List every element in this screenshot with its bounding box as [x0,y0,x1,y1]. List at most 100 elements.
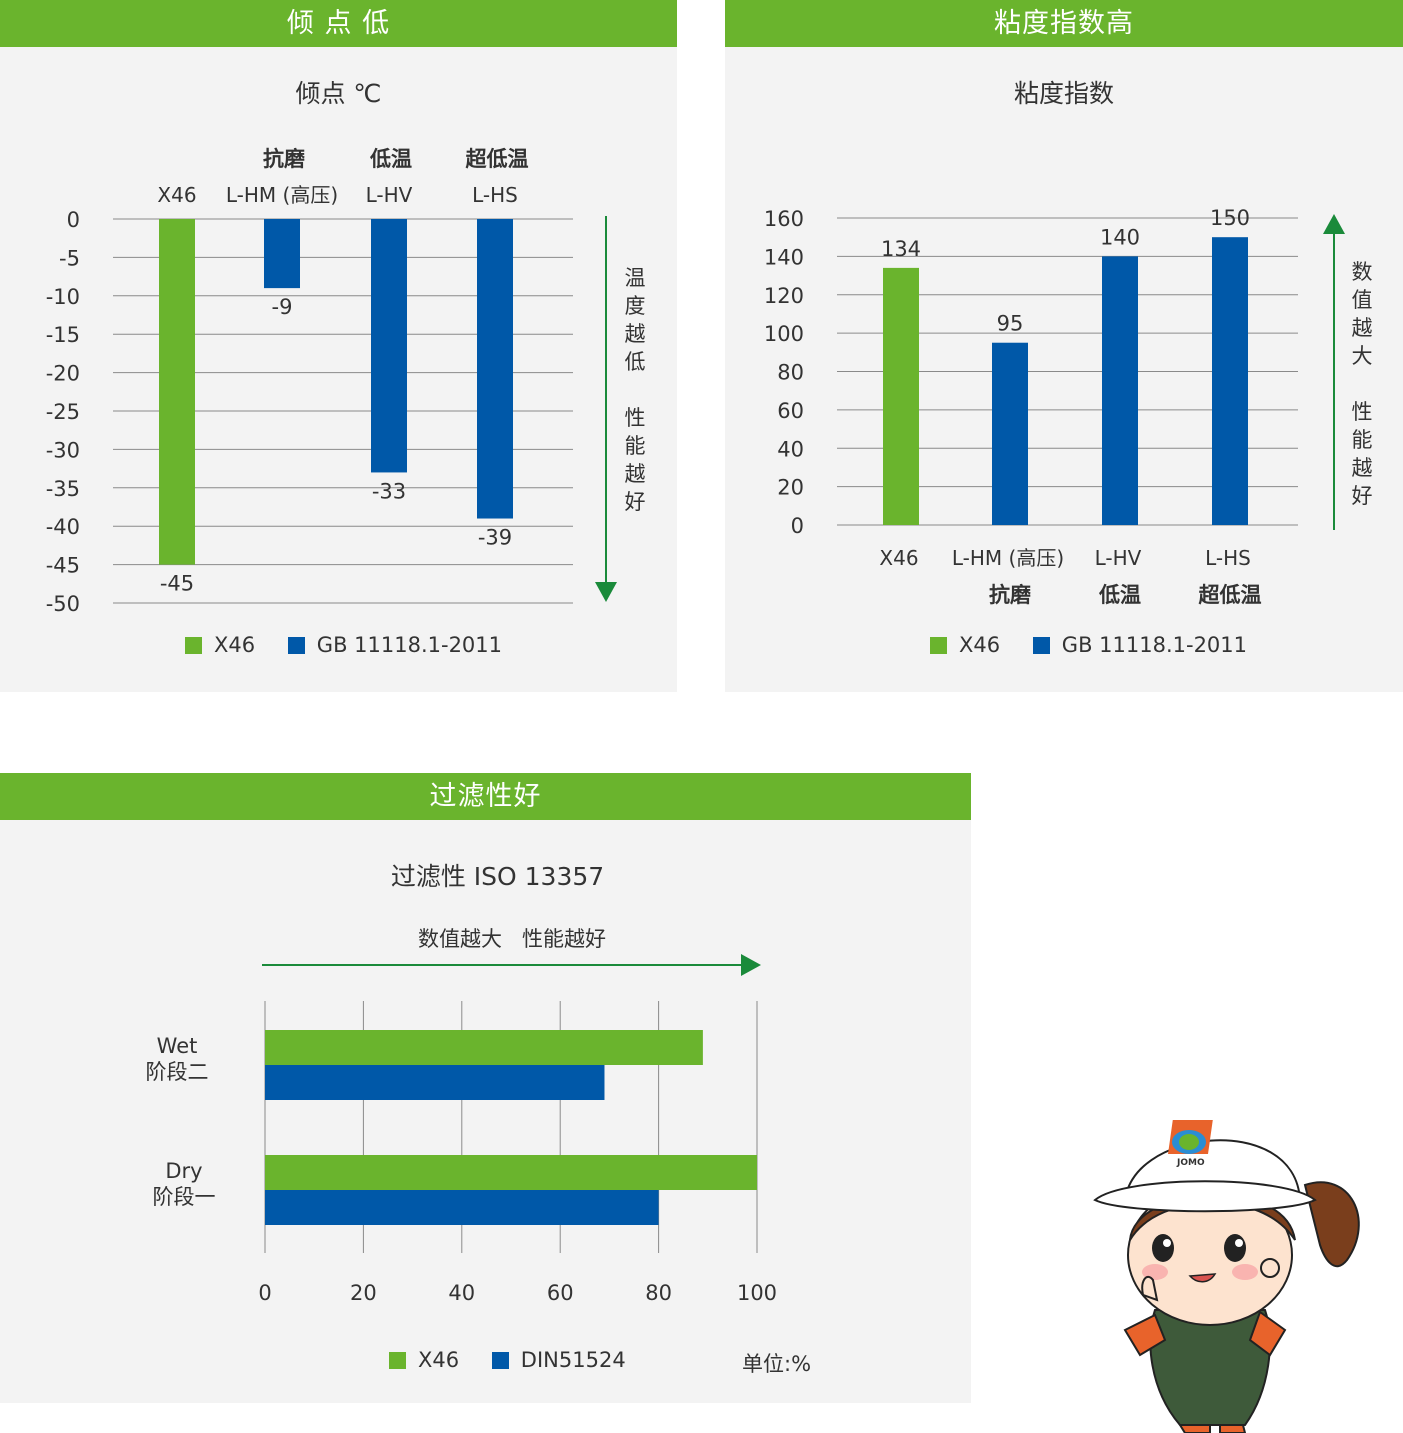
bar [992,342,1028,525]
viscosity-index-panel: 粘度指数高 粘度指数 0 20 40 60 80 100 120 140 160 134 X46 95… [725,0,1403,692]
direction-arrow-head [595,582,617,602]
pour-point-annotation: 温度越低性能越好 [620,264,650,516]
legend-label: X46 [959,633,1001,657]
filterability-header: 过滤性好 [0,773,971,820]
annotation-char: 好 [624,490,646,514]
category-label: Dry 阶段一 [153,1159,216,1209]
y-tick-label: 120 [764,284,804,308]
x-tick-label: 20 [350,1281,377,1305]
y-tick-label: 160 [764,207,804,231]
filterability-legend: X46 DIN51524 [389,1348,652,1372]
viscosity-index-title: 粘度指数 [1013,79,1114,108]
direction-arrow-head [741,954,761,976]
y-tick-label: -20 [46,362,80,386]
viscosity-index-chart: 0 20 40 60 80 100 120 140 160 134 X46 95 L-HM (高压) 抗磨… [764,206,1345,607]
filterability-title: 过滤性 ISO 13357 [390,862,605,891]
category-label: Wet 阶段二 [146,1034,209,1084]
data-label: 140 [1100,225,1140,249]
y-tick-label: 0 [67,208,80,232]
legend-label: DIN51524 [520,1348,626,1372]
category-label: L-HS [472,183,518,207]
legend-label: GB 11118.1-2011 [316,633,503,657]
annotation-char: 好 [1351,484,1373,508]
viscosity-index-legend: X46 GB 11118.1-2011 [930,633,1273,657]
annotation-char: 性 [1351,400,1373,424]
bar [264,219,300,289]
viscosity-index-annotation: 数值越大性能越好 [1347,258,1377,510]
bar [1102,256,1138,525]
pour-point-chart: 0 -5 -10 -15 -20 -25 -30 -35 -40 -45 -50 -45 X46 -9 L-… [46,147,617,616]
legend-item-x46: X46 [185,633,255,657]
category-label: X46 [879,546,918,570]
category-sublabel: 抗磨 [263,147,305,171]
data-label: -33 [372,479,406,503]
category-label-line: 阶段二 [146,1060,209,1084]
data-label: -39 [478,526,512,550]
x-tick-label: 40 [448,1281,475,1305]
bar [265,1065,605,1100]
y-tick-label: -25 [46,400,80,424]
category-sublabel: 超低温 [466,147,529,171]
pour-point-panel: 倾 点 低 倾点 ℃ 0 -5 -10 -15 -20 -25 -30 -35 -40 -45 -5… [0,0,677,692]
annotation-char: 大 [1351,344,1373,368]
legend-swatch-green [389,1352,406,1369]
annotation-char: 数 [1351,260,1373,284]
x-tick-label: 80 [645,1281,672,1305]
category-label-line: Dry [165,1159,202,1183]
legend-label: X46 [418,1348,460,1372]
pour-point-legend: X46 GB 11118.1-2011 [185,633,528,657]
direction-arrow-head [1323,214,1345,234]
category-label-line: Wet [157,1034,198,1058]
bar [159,219,195,565]
legend-swatch-green [930,637,947,654]
annotation-char: 性 [624,406,646,430]
y-tick-label: 20 [777,476,804,500]
bar [883,267,919,525]
legend-swatch-blue [491,1352,509,1369]
y-tick-label: 100 [764,322,804,346]
category-label: L-HV [366,183,413,207]
annotation-char: 越 [624,462,646,486]
legend-item-din: DIN51524 [491,1348,626,1372]
category-sublabel: 低温 [1098,583,1141,607]
annotation-char: 度 [624,294,646,318]
annotation-char: 值 [1351,288,1373,312]
filterability-arrow-label: 数值越大 性能越好 [417,927,607,951]
y-tick-label: -35 [46,477,80,501]
annotation-char: 越 [1351,316,1373,340]
legend-label: X46 [214,633,256,657]
y-tick-label: -50 [46,592,80,616]
data-label: -9 [272,295,293,319]
filterability-chart: 0 20 40 60 80 100 Wet 阶段二 Dry 阶段一 [146,954,777,1305]
annotation-char: 低 [624,350,646,374]
annotation-char: 能 [624,434,646,458]
mascot-illustration: JOMO [1093,1120,1360,1433]
y-tick-label: -15 [46,323,80,347]
annotation-char: 温 [624,266,646,290]
y-tick-label: -10 [46,285,80,309]
unit-label: 单位:% [742,1352,812,1376]
y-tick-label: -30 [46,438,80,462]
legend-label: GB 11118.1-2011 [1061,633,1248,657]
legend-swatch-blue [287,637,305,654]
annotation-char: 能 [1351,428,1373,452]
category-sublabel: 低温 [369,147,412,171]
bar [477,219,513,519]
x-tick-label: 60 [547,1281,574,1305]
pour-point-title: 倾点 ℃ [295,79,382,108]
legend-item-x46: X46 [930,633,1000,657]
annotation-char: 越 [1351,456,1373,480]
category-label: L-HS [1205,546,1251,570]
category-label-line: 阶段一 [153,1185,216,1209]
category-label: L-HV [1095,546,1142,570]
data-label: -45 [160,572,194,596]
data-label: 134 [881,237,921,261]
legend-item-gb: GB 11118.1-2011 [287,633,503,657]
viscosity-index-header: 粘度指数高 [725,0,1403,47]
pour-point-header: 倾 点 低 [0,0,677,47]
y-tick-label: 40 [777,437,804,461]
y-tick-label: 140 [764,245,804,269]
legend-swatch-green [185,637,202,654]
y-tick-label: -45 [46,554,80,578]
y-tick-label: 60 [777,399,804,423]
